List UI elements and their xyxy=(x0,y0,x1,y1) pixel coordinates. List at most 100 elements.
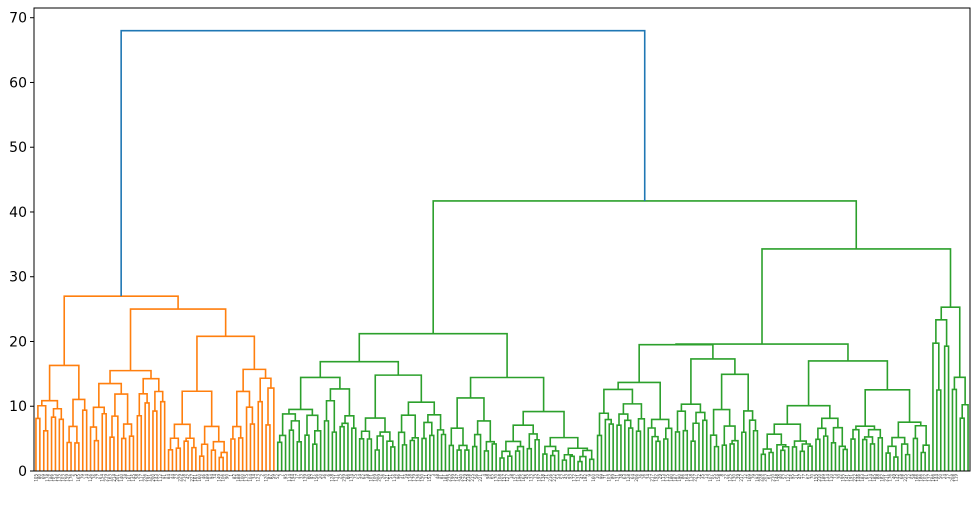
dendrogram-link-82 xyxy=(366,438,373,471)
leaf-label-146: 71 xyxy=(603,474,608,480)
leaf-label-186: 228 xyxy=(759,474,764,482)
dendrogram-link-85 xyxy=(376,435,384,471)
leaf-label-134: 53 xyxy=(556,474,561,480)
leaf-label-13: 14 xyxy=(84,474,89,480)
leaf-label-219: 176 xyxy=(887,474,892,482)
dendrogram-link-120 xyxy=(516,445,525,471)
dendrogram-link-221 xyxy=(922,444,930,471)
leaf-label-7: 103 xyxy=(61,474,66,482)
leaf-label-194: 95 xyxy=(790,474,795,480)
leaf-label-73: 20 xyxy=(318,474,323,480)
leaf-label-6: 135 xyxy=(57,474,62,482)
leaf-label-50: 1 xyxy=(228,474,233,477)
dendrogram-link-96 xyxy=(429,434,435,471)
dendrogram-link-27 xyxy=(152,410,158,471)
dendrogram-link-79 xyxy=(329,388,351,416)
dendrogram-link-84 xyxy=(374,449,380,471)
leaf-label-97: 179 xyxy=(412,474,417,482)
dendrogram-link-143 xyxy=(608,423,614,471)
leaf-label-95: 19 xyxy=(404,474,409,480)
leaf-label-185: 193 xyxy=(755,474,760,482)
dendrogram-link-60 xyxy=(63,295,179,366)
dendrogram-link-54 xyxy=(265,424,271,471)
dendrogram-link-232 xyxy=(959,417,965,471)
dendrogram-link-70 xyxy=(306,414,319,436)
leaf-label-197: 77 xyxy=(802,474,807,480)
y-tick-label-60: 60 xyxy=(9,75,27,91)
axes-frame xyxy=(33,7,971,472)
x-axis-leaf-labels: 1058069178186153135103159176516579141267… xyxy=(33,474,958,482)
dendrogram-link-223 xyxy=(897,421,922,438)
leaf-label-8: 159 xyxy=(64,474,69,482)
leaf-label-128: 15 xyxy=(532,474,537,480)
leaf-label-137: 93 xyxy=(568,474,573,480)
dendrogram-link-48 xyxy=(237,437,244,471)
leaf-label-193: 122 xyxy=(786,474,791,482)
dendrogram-link-99 xyxy=(436,429,445,471)
dendrogram-link-67 xyxy=(304,434,310,471)
leaf-label-215: 185 xyxy=(872,474,877,482)
dendrogram-link-130 xyxy=(561,459,568,471)
leaf-label-26: 58 xyxy=(135,474,140,480)
dendrogram-link-86 xyxy=(390,446,396,471)
dendrogram-link-161 xyxy=(674,431,681,471)
dendrogram-link-61 xyxy=(276,441,283,471)
leaf-label-141: 192 xyxy=(583,474,588,482)
leaf-label-56: 34 xyxy=(252,474,257,480)
leaf-label-234: 37 xyxy=(946,474,951,480)
leaf-label-77: 111 xyxy=(334,474,339,482)
leaf-label-173: 107 xyxy=(708,474,713,482)
dendrogram-link-186 xyxy=(780,449,786,471)
dendrogram-link-17 xyxy=(109,436,115,471)
dendrogram-link-119 xyxy=(514,450,521,471)
dendrogram-link-218 xyxy=(891,436,906,447)
leaf-label-177: 22 xyxy=(724,474,729,480)
dendrogram-link-151 xyxy=(637,418,646,471)
leaf-label-65: 114 xyxy=(287,474,292,482)
leaf-label-226: 166 xyxy=(915,474,920,482)
dendrogram-link-224 xyxy=(864,388,911,427)
leaf-label-91: 51 xyxy=(388,474,393,480)
leaf-label-11: 165 xyxy=(76,474,81,482)
leaf-label-27: 117 xyxy=(139,474,144,482)
dendrogram-link-150 xyxy=(635,430,642,471)
leaf-label-201: 210 xyxy=(817,474,822,482)
dendrogram-link-39 xyxy=(198,455,205,471)
leaf-label-130: 138 xyxy=(540,474,545,482)
dendrogram-link-22 xyxy=(114,393,129,425)
leaf-label-145: 99 xyxy=(599,474,604,480)
leaf-label-62: 52 xyxy=(275,474,280,480)
leaf-label-105: 181 xyxy=(443,474,448,482)
dendrogram-link-220 xyxy=(920,451,926,471)
dendrogram-link-204 xyxy=(786,404,831,425)
leaf-label-31: 143 xyxy=(154,474,159,482)
leaf-label-42: 160 xyxy=(197,474,202,482)
y-tick-label-70: 70 xyxy=(9,11,27,27)
leaf-label-122: 18 xyxy=(509,474,514,480)
dendrogram-link-181 xyxy=(690,358,736,405)
leaf-label-48: 106 xyxy=(220,474,225,482)
leaf-label-195: 21 xyxy=(794,474,799,480)
leaf-label-182: 12 xyxy=(743,474,748,480)
leaf-label-94: 41 xyxy=(400,474,405,480)
leaf-label-20: 214 xyxy=(111,474,116,482)
leaf-label-228: 102 xyxy=(922,474,927,482)
leaf-label-152: 128 xyxy=(626,474,631,482)
dendrogram-link-191 xyxy=(799,450,806,471)
y-tick-label-0: 0 xyxy=(18,464,27,480)
dendrogram-link-219 xyxy=(912,437,919,471)
leaf-label-83: 54 xyxy=(357,474,362,480)
leaf-label-121: 127 xyxy=(505,474,510,482)
dendrogram-link-90 xyxy=(401,444,408,471)
dendrogram-link-32 xyxy=(167,449,174,471)
leaf-label-93: 96 xyxy=(396,474,401,480)
dendrogram-link-164 xyxy=(690,440,696,471)
dendrogram-link-135 xyxy=(588,458,595,471)
dendrogram-link-230 xyxy=(935,318,948,347)
dendrogram-link-228 xyxy=(932,342,940,471)
dendrogram-link-199 xyxy=(830,442,837,471)
leaf-label-45: 94 xyxy=(209,474,214,480)
leaf-label-30: 200 xyxy=(150,474,155,482)
leaf-label-198: 67 xyxy=(805,474,810,480)
leaf-label-159: 192 xyxy=(653,474,658,482)
